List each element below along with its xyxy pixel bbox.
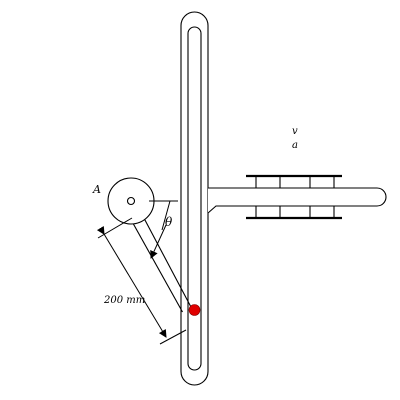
horizontal-rod-assembly (207, 174, 387, 220)
angle-arc-marker (161, 200, 171, 231)
slotted-bar (180, 11, 209, 386)
guide-bottom (246, 206, 342, 220)
dimension-200mm (96, 217, 187, 345)
pivot-pin (126, 196, 136, 206)
label-velocity: v (292, 126, 298, 137)
label-theta: θ (165, 215, 173, 229)
label-length: 200 mm (103, 295, 145, 306)
slot-inner (187, 26, 202, 371)
horizontal-rod (207, 187, 387, 214)
label-pivot-a: A (92, 183, 101, 196)
guide-top (246, 174, 342, 188)
label-acceleration: a (292, 140, 298, 151)
slider-pin (188, 304, 201, 316)
